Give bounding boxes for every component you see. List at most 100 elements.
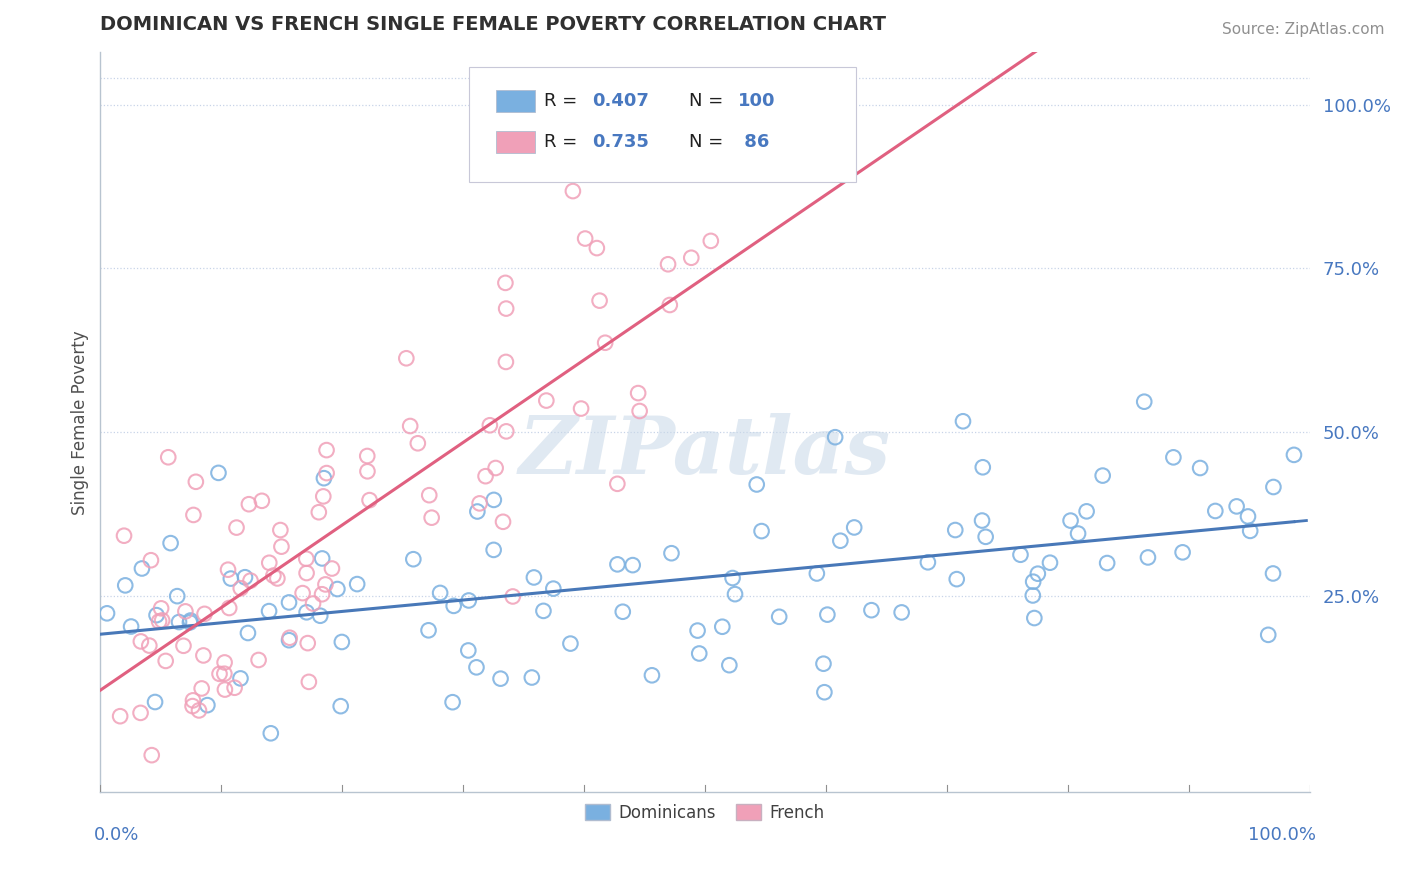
Bar: [496, 131, 534, 153]
Point: [890, 606, 912, 620]
Point: [167, 615, 190, 629]
Point: [315, 466, 337, 480]
Point: [844, 520, 866, 534]
Point: [302, 597, 325, 611]
Point: [612, 605, 634, 619]
Point: [502, 590, 524, 604]
Point: [970, 514, 993, 528]
Point: [429, 586, 451, 600]
Point: [1204, 504, 1226, 518]
Point: [768, 609, 790, 624]
Point: [329, 699, 352, 714]
Text: DOMINICAN VS FRENCH SINGLE FEMALE POVERTY CORRELATION CHART: DOMINICAN VS FRENCH SINGLE FEMALE POVERT…: [100, 15, 886, 34]
Point: [1239, 524, 1261, 538]
Point: [321, 561, 343, 575]
Point: [952, 414, 974, 428]
Point: [214, 656, 236, 670]
Point: [974, 530, 997, 544]
Point: [443, 599, 465, 613]
Point: [586, 241, 609, 255]
Point: [661, 546, 683, 560]
Point: [159, 536, 181, 550]
Point: [295, 566, 318, 580]
Point: [1010, 548, 1032, 562]
Point: [824, 430, 846, 444]
Point: [495, 425, 517, 439]
Point: [1171, 545, 1194, 559]
Text: 100.0%: 100.0%: [1249, 826, 1316, 844]
Point: [489, 672, 512, 686]
Point: [806, 566, 828, 581]
Point: [574, 231, 596, 245]
Point: [815, 607, 838, 622]
Point: [148, 615, 170, 629]
Point: [157, 450, 180, 465]
Text: 0.407: 0.407: [592, 92, 650, 110]
Point: [658, 298, 681, 312]
Point: [492, 515, 515, 529]
Point: [711, 620, 734, 634]
Point: [291, 586, 314, 600]
Bar: [496, 90, 534, 112]
Point: [569, 401, 592, 416]
Point: [112, 529, 135, 543]
Text: N =: N =: [689, 133, 730, 151]
Point: [441, 695, 464, 709]
Point: [150, 601, 173, 615]
Point: [257, 604, 280, 618]
Point: [641, 668, 664, 682]
Point: [141, 748, 163, 763]
Point: [830, 533, 852, 548]
Point: [236, 626, 259, 640]
Point: [143, 695, 166, 709]
Point: [195, 698, 218, 713]
Point: [250, 493, 273, 508]
Text: R =: R =: [544, 92, 583, 110]
Point: [468, 496, 491, 510]
Point: [1076, 504, 1098, 518]
Point: [1226, 500, 1249, 514]
Point: [418, 624, 440, 638]
Point: [311, 551, 333, 566]
Point: [233, 570, 256, 584]
Point: [1189, 461, 1212, 475]
Point: [1095, 556, 1118, 570]
Point: [813, 685, 835, 699]
Point: [174, 604, 197, 618]
Point: [606, 476, 628, 491]
Point: [96, 607, 118, 621]
Y-axis label: Single Female Poverty: Single Female Poverty: [72, 330, 89, 515]
Point: [1022, 574, 1045, 589]
Point: [457, 643, 479, 657]
Point: [943, 523, 966, 537]
Point: [606, 558, 628, 572]
Point: [482, 492, 505, 507]
Point: [1261, 566, 1284, 581]
Point: [523, 570, 546, 584]
Point: [751, 524, 773, 538]
Text: Source: ZipAtlas.com: Source: ZipAtlas.com: [1222, 22, 1385, 37]
Point: [543, 582, 565, 596]
Point: [860, 603, 883, 617]
Point: [1059, 514, 1081, 528]
Point: [129, 706, 152, 720]
Point: [1263, 480, 1285, 494]
Point: [1163, 450, 1185, 465]
Point: [681, 251, 703, 265]
Point: [269, 523, 291, 537]
Point: [724, 587, 747, 601]
Point: [308, 505, 330, 519]
Point: [1024, 611, 1046, 625]
Point: [627, 386, 650, 401]
Point: [588, 293, 610, 308]
Point: [139, 553, 162, 567]
Point: [457, 593, 479, 607]
Point: [239, 574, 262, 588]
FancyBboxPatch shape: [470, 67, 856, 182]
Point: [686, 624, 709, 638]
Point: [536, 393, 558, 408]
Point: [218, 601, 240, 615]
Point: [181, 693, 204, 707]
Point: [309, 608, 332, 623]
Point: [172, 639, 194, 653]
